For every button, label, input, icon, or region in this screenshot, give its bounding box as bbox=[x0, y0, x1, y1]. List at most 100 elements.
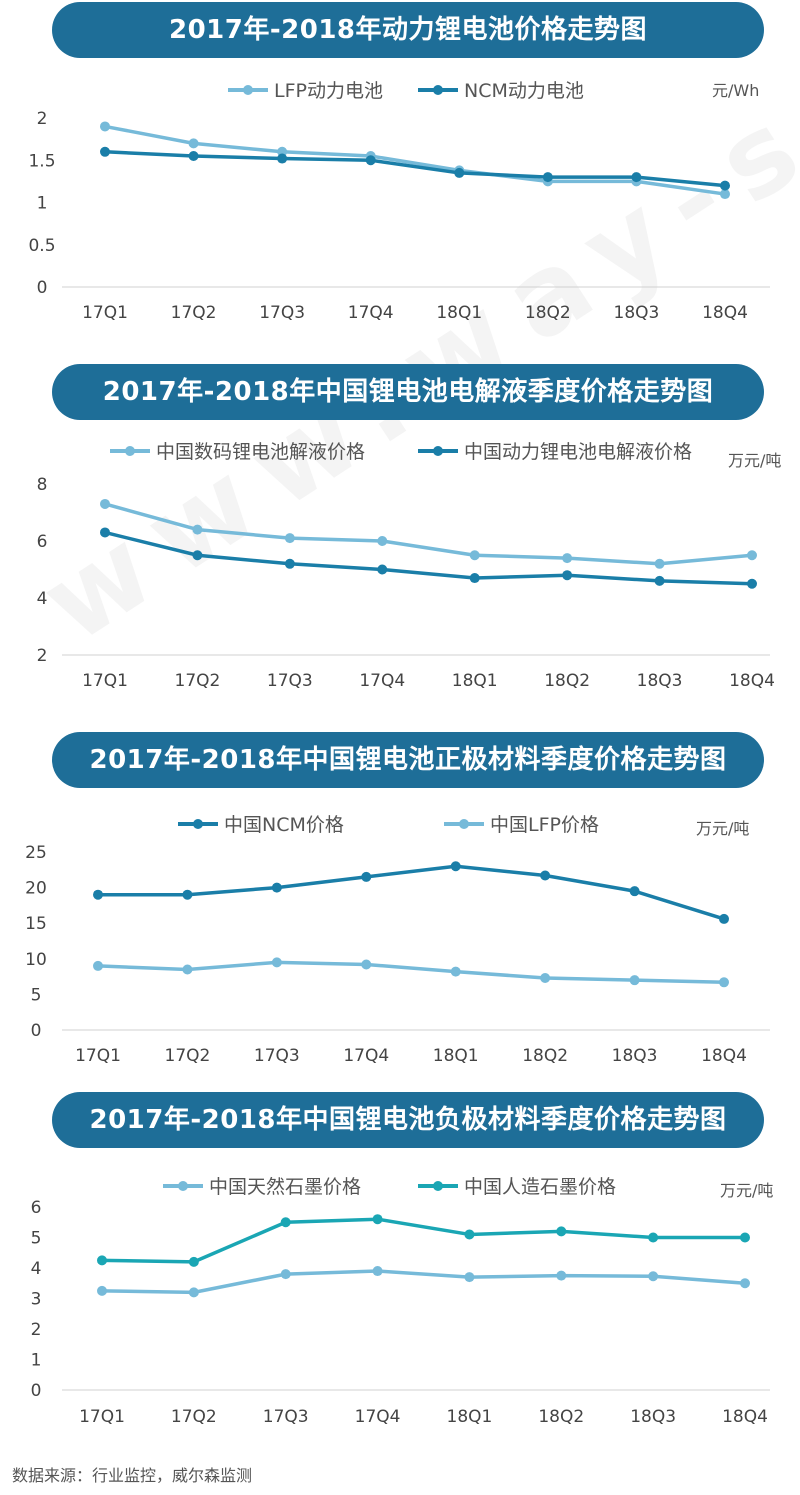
chart-panel-2: 2017年-2018年中国锂电池电解液季度价格走势图 2 4 6 8 17Q1 17Q2 1… bbox=[0, 362, 800, 717]
y-tick-label: 4 bbox=[31, 1259, 42, 1279]
x-tick-label: 17Q4 bbox=[343, 1046, 389, 1066]
x-tick-label: 17Q2 bbox=[175, 671, 221, 691]
y-tick-label: 2 bbox=[31, 1320, 42, 1340]
data-point bbox=[271, 882, 282, 893]
data-point bbox=[454, 167, 465, 178]
data-point bbox=[469, 573, 480, 584]
legend-marker bbox=[193, 819, 203, 829]
x-tick-label: 17Q4 bbox=[348, 303, 394, 323]
data-point bbox=[562, 570, 573, 581]
data-point bbox=[648, 1271, 659, 1282]
data-point bbox=[648, 1232, 659, 1243]
unit-label: 元/Wh bbox=[712, 81, 759, 100]
data-point bbox=[629, 886, 640, 897]
x-tick-label: 17Q1 bbox=[75, 1046, 121, 1066]
data-point bbox=[271, 957, 282, 968]
x-tick-label: 18Q3 bbox=[612, 1046, 658, 1066]
data-point bbox=[377, 536, 388, 546]
x-tick-label: 18Q3 bbox=[630, 1407, 676, 1427]
y-tick-label: 1 bbox=[37, 194, 48, 214]
y-tick-label: 2 bbox=[37, 109, 48, 129]
y-tick-label: 5 bbox=[31, 1229, 42, 1249]
legend-marker bbox=[433, 446, 443, 456]
series-line bbox=[104, 150, 726, 188]
x-tick-label: 18Q1 bbox=[452, 671, 498, 691]
data-point bbox=[97, 1255, 107, 1266]
x-tick-label: 17Q3 bbox=[263, 1407, 309, 1427]
data-point bbox=[365, 155, 376, 166]
legend-label: 中国人造石墨价格 bbox=[464, 1176, 616, 1198]
data-point bbox=[93, 889, 103, 900]
y-tick-label: 6 bbox=[37, 532, 48, 552]
legend-marker bbox=[433, 1181, 443, 1191]
legend-label: NCM动力电池 bbox=[464, 80, 584, 102]
source-note: 数据来源：行业监控，威尔森监测 bbox=[12, 1466, 253, 1485]
data-point bbox=[562, 553, 573, 564]
data-point bbox=[556, 1270, 567, 1281]
y-tick-label: 3 bbox=[31, 1290, 42, 1310]
data-point bbox=[372, 1266, 383, 1277]
legend-marker bbox=[459, 819, 469, 829]
y-tick-label: 1.5 bbox=[28, 151, 55, 171]
legend-marker bbox=[433, 85, 443, 95]
x-tick-label: 17Q1 bbox=[79, 1407, 125, 1427]
x-tick-label: 18Q4 bbox=[702, 303, 748, 323]
series-line bbox=[97, 960, 725, 985]
data-point bbox=[464, 1229, 475, 1240]
data-point bbox=[182, 964, 193, 975]
x-tick-label: 18Q3 bbox=[637, 671, 683, 691]
chart-title-1: 2017年-2018年动力锂电池价格走势图 bbox=[52, 2, 764, 58]
data-point bbox=[100, 527, 110, 538]
data-point bbox=[192, 550, 203, 561]
data-point bbox=[97, 1285, 107, 1296]
data-point bbox=[719, 913, 729, 924]
chart-panel-1: 2017年-2018年动力锂电池价格走势图 0 0.5 1 1.5 2 17Q1 17Q2 1… bbox=[0, 0, 800, 340]
y-tick-label: 0 bbox=[31, 1381, 42, 1401]
legend-marker bbox=[178, 1181, 188, 1191]
chart-4: 0 1 2 3 4 5 6 17Q1 17Q2 17Q3 17Q4 18Q1 18Q2 18Q3 18Q4 万… bbox=[31, 1176, 774, 1427]
x-tick-label: 17Q4 bbox=[359, 671, 405, 691]
data-point bbox=[372, 1214, 383, 1225]
data-point bbox=[719, 977, 729, 988]
legend-label: 中国动力锂电池电解液价格 bbox=[464, 441, 692, 463]
x-tick-label: 17Q3 bbox=[259, 303, 305, 323]
data-point bbox=[188, 151, 199, 162]
data-point bbox=[631, 172, 642, 183]
x-tick-label: 18Q3 bbox=[614, 303, 660, 323]
unit-label: 万元/吨 bbox=[720, 1181, 773, 1200]
x-tick-label: 17Q2 bbox=[165, 1046, 211, 1066]
legend-label: 中国数码锂电池解液价格 bbox=[156, 441, 365, 463]
unit-label: 万元/吨 bbox=[728, 451, 781, 470]
y-tick-label: 1 bbox=[31, 1351, 42, 1371]
data-point bbox=[100, 146, 110, 157]
data-point bbox=[464, 1272, 475, 1283]
y-tick-label: 4 bbox=[37, 589, 48, 609]
x-tick-label: 17Q3 bbox=[254, 1046, 300, 1066]
x-tick-label: 18Q1 bbox=[447, 1407, 493, 1427]
legend-label: 中国天然石墨价格 bbox=[209, 1176, 361, 1198]
data-point bbox=[100, 498, 110, 509]
data-point bbox=[188, 1287, 199, 1298]
x-tick-label: 18Q2 bbox=[538, 1407, 584, 1427]
x-tick-label: 18Q1 bbox=[433, 1046, 479, 1066]
x-tick-label: 18Q4 bbox=[729, 671, 775, 691]
x-tick-label: 17Q3 bbox=[267, 671, 313, 691]
y-tick-label: 6 bbox=[31, 1198, 42, 1218]
chart-2: 2 4 6 8 17Q1 17Q2 17Q3 17Q4 18Q1 18Q2 18Q3 18Q4 万元/吨… bbox=[37, 441, 782, 691]
legend-marker bbox=[125, 446, 135, 456]
data-point bbox=[284, 558, 295, 569]
series-line bbox=[101, 1217, 745, 1264]
data-point bbox=[377, 564, 388, 575]
y-tick-label: 2 bbox=[37, 646, 48, 666]
data-point bbox=[280, 1217, 291, 1228]
y-tick-label: 8 bbox=[37, 475, 48, 495]
data-point bbox=[361, 959, 372, 970]
data-point bbox=[740, 1232, 750, 1243]
y-tick-label: 0 bbox=[37, 278, 48, 298]
chart-1: 0 0.5 1 1.5 2 17Q1 17Q2 17Q3 17Q4 18Q1 18Q2 18Q3 18Q… bbox=[28, 80, 770, 323]
y-tick-label: 25 bbox=[25, 843, 47, 863]
data-point bbox=[720, 180, 730, 191]
data-point bbox=[280, 1269, 291, 1280]
data-point bbox=[182, 889, 193, 900]
chart-title-4: 2017年-2018年中国锂电池负极材料季度价格走势图 bbox=[52, 1092, 764, 1148]
